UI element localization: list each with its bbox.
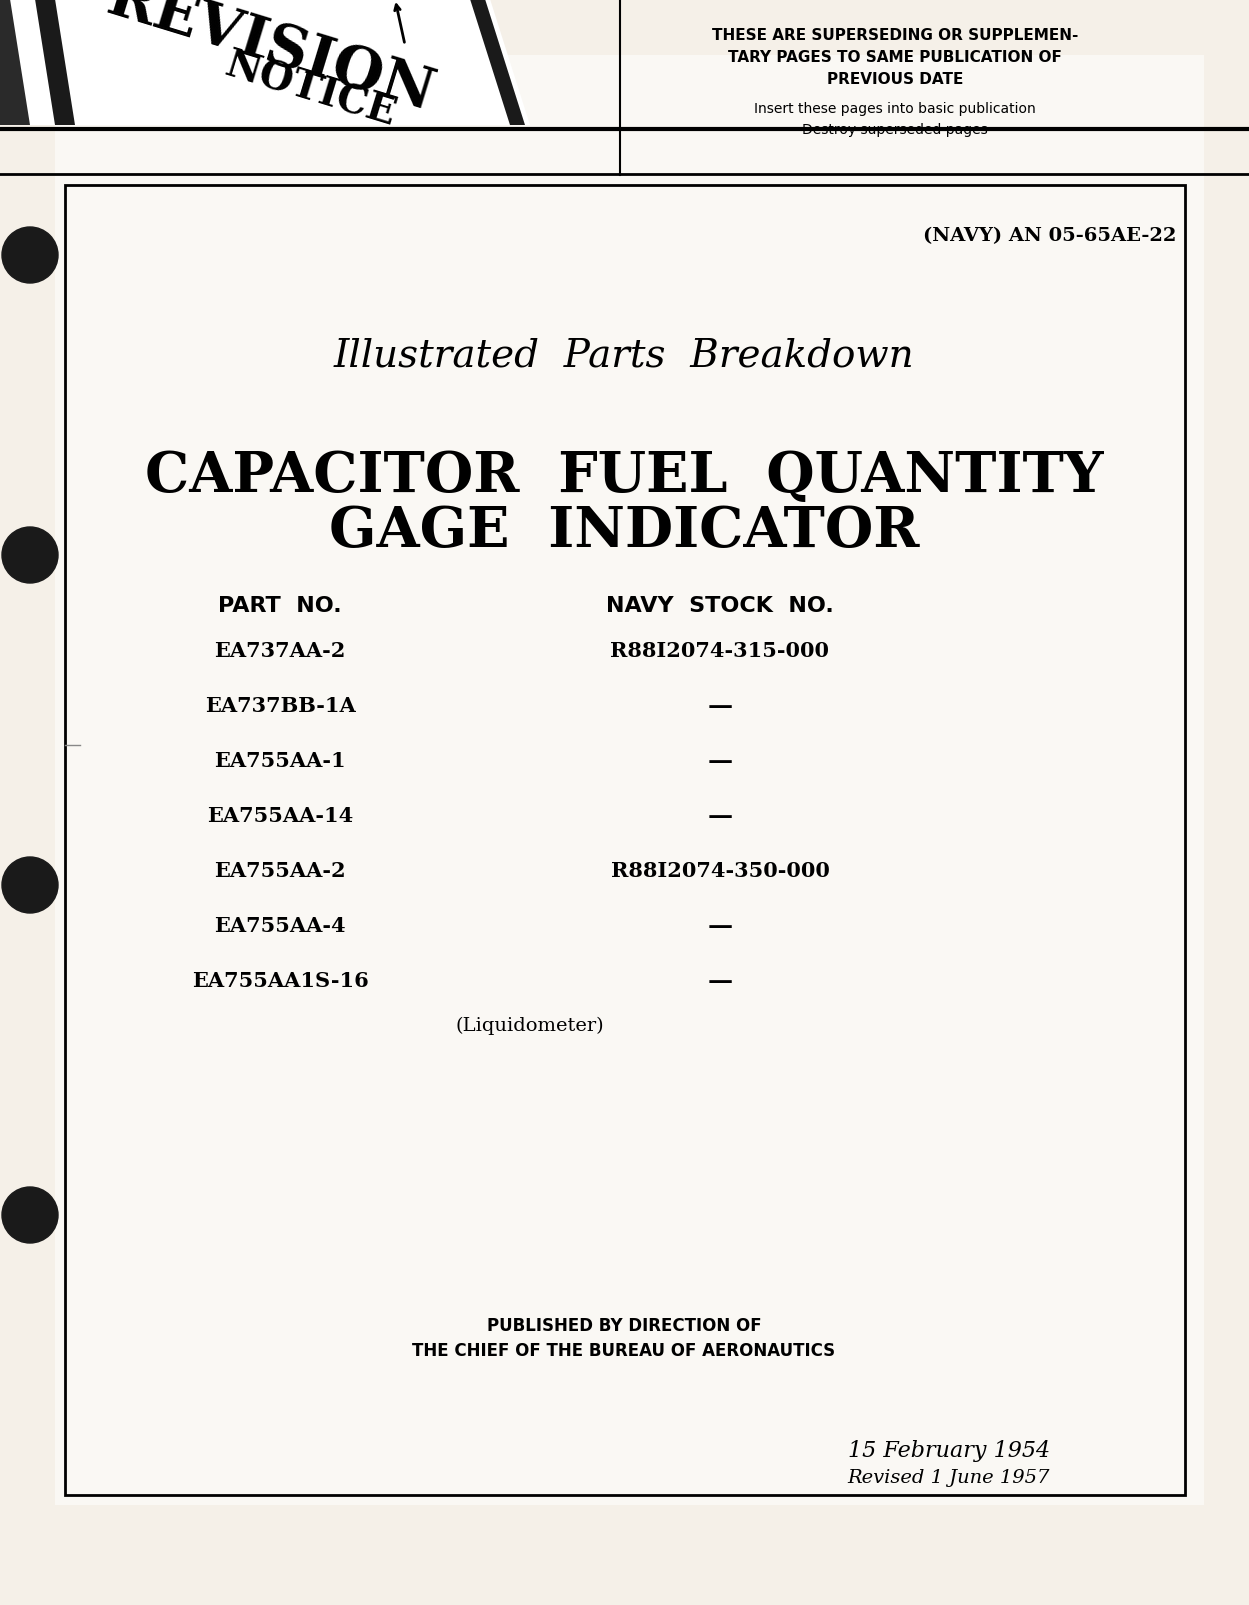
Text: —: — (707, 804, 733, 828)
Text: —: — (707, 968, 733, 992)
Text: REVISION: REVISION (100, 0, 441, 122)
Text: EA755AA-14: EA755AA-14 (207, 806, 353, 825)
Circle shape (2, 228, 57, 284)
Text: R88I2074-350-000: R88I2074-350-000 (611, 860, 829, 881)
FancyBboxPatch shape (65, 186, 1185, 1496)
Text: GAGE  INDICATOR: GAGE INDICATOR (328, 504, 919, 559)
Text: EA755AA1S-16: EA755AA1S-16 (191, 971, 368, 990)
Text: EA755AA-1: EA755AA-1 (214, 751, 346, 770)
Text: PART  NO.: PART NO. (219, 595, 342, 616)
Circle shape (2, 857, 57, 913)
Text: (NAVY) AN 05-65AE-22: (NAVY) AN 05-65AE-22 (923, 226, 1177, 246)
Text: 15 February 1954: 15 February 1954 (848, 1440, 1050, 1461)
Text: PREVIOUS DATE: PREVIOUS DATE (827, 72, 963, 87)
Text: R88I2074-315-000: R88I2074-315-000 (611, 640, 829, 661)
Polygon shape (35, 0, 525, 125)
Circle shape (2, 1188, 57, 1244)
Text: TARY PAGES TO SAME PUBLICATION OF: TARY PAGES TO SAME PUBLICATION OF (728, 50, 1062, 66)
Text: EA737AA-2: EA737AA-2 (215, 640, 346, 661)
Text: NOTICE: NOTICE (220, 47, 400, 133)
Text: —: — (707, 693, 733, 717)
Polygon shape (55, 0, 510, 125)
Circle shape (2, 528, 57, 584)
Text: (Liquidometer): (Liquidometer) (456, 1016, 605, 1035)
FancyBboxPatch shape (55, 56, 1204, 1505)
Polygon shape (0, 0, 520, 125)
Text: —: — (707, 748, 733, 772)
Text: EA755AA-4: EA755AA-4 (214, 915, 346, 936)
Text: CAPACITOR  FUEL  QUANTITY: CAPACITOR FUEL QUANTITY (145, 448, 1103, 504)
Text: PUBLISHED BY DIRECTION OF: PUBLISHED BY DIRECTION OF (487, 1316, 762, 1334)
Text: Illustrated  Parts  Breakdown: Illustrated Parts Breakdown (333, 337, 914, 374)
Text: EA737BB-1A: EA737BB-1A (205, 695, 356, 716)
Text: —: — (707, 913, 733, 937)
Text: THE CHIEF OF THE BUREAU OF AERONAUTICS: THE CHIEF OF THE BUREAU OF AERONAUTICS (412, 1342, 836, 1359)
Text: Destroy superseded pages: Destroy superseded pages (802, 124, 988, 136)
Polygon shape (10, 0, 530, 125)
Text: Revised 1 June 1957: Revised 1 June 1957 (848, 1469, 1050, 1486)
Text: THESE ARE SUPERSEDING OR SUPPLEMEN-: THESE ARE SUPERSEDING OR SUPPLEMEN- (712, 29, 1078, 43)
Text: EA755AA-2: EA755AA-2 (214, 860, 346, 881)
Text: Insert these pages into basic publication: Insert these pages into basic publicatio… (754, 103, 1035, 116)
Text: NAVY  STOCK  NO.: NAVY STOCK NO. (606, 595, 834, 616)
